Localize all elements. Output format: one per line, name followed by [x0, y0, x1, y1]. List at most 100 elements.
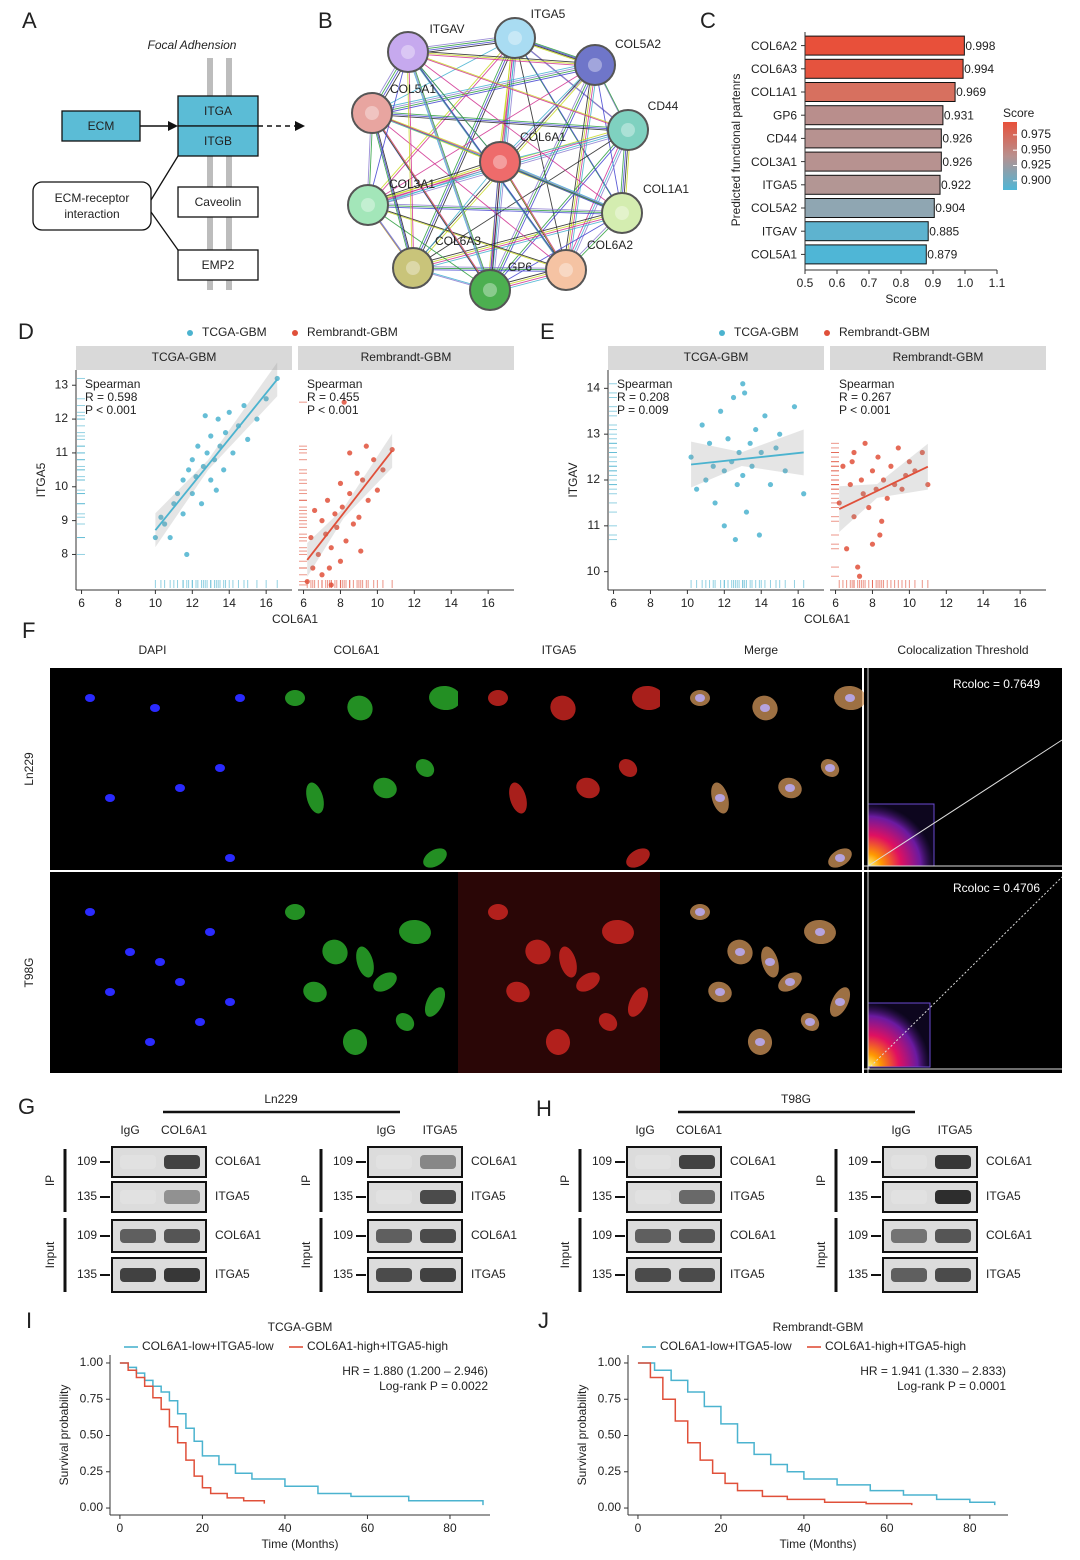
edge — [567, 67, 598, 273]
band — [635, 1155, 671, 1169]
point — [365, 497, 371, 503]
point — [899, 486, 905, 492]
y-axis-label: ITGA5 — [34, 462, 48, 497]
bar-label: 0.926 — [942, 132, 972, 146]
category-label: COL6A3 — [751, 62, 797, 76]
node-label: COL1A1 — [643, 182, 689, 196]
edge — [413, 213, 623, 270]
edge — [499, 161, 567, 271]
cell-line-title: T98G — [781, 1092, 811, 1106]
y-tick-label: 1.00 — [80, 1355, 104, 1369]
point — [753, 426, 759, 433]
edge — [410, 210, 620, 267]
edge — [405, 50, 489, 289]
channel-label: DAPI — [138, 643, 166, 657]
node-glyph — [508, 31, 522, 45]
edge — [367, 204, 623, 214]
y-tick-label: 11 — [56, 445, 69, 459]
point — [884, 495, 890, 501]
y-tick-label: 9 — [61, 513, 68, 527]
protein-label: ITGA5 — [730, 1189, 765, 1203]
x-axis-label: COL6A1 — [272, 612, 318, 626]
point — [762, 413, 768, 419]
edge — [563, 128, 627, 269]
cell — [399, 919, 431, 945]
x-tick-label: 6 — [832, 596, 839, 610]
node — [545, 249, 587, 291]
x-tick-label: 10 — [903, 596, 917, 610]
node — [351, 92, 393, 134]
cell — [488, 904, 508, 920]
edge — [371, 37, 516, 114]
category-label: CD44 — [766, 132, 797, 146]
bar-label: 0.885 — [929, 224, 959, 238]
point — [703, 477, 709, 483]
y-tick-label: 8 — [61, 547, 68, 561]
x-tick-label: 0.8 — [893, 276, 910, 290]
fit-line — [154, 378, 278, 531]
marker-label: 135 — [592, 1267, 612, 1281]
x-tick-label: 10 — [149, 596, 163, 610]
section-label: IP — [558, 1175, 572, 1186]
bar — [804, 82, 956, 102]
x-tick-label: 40 — [797, 1521, 811, 1535]
node-glyph — [483, 283, 497, 297]
point — [374, 487, 380, 493]
protein-label: COL6A1 — [730, 1228, 776, 1242]
nucleus — [105, 988, 115, 996]
bar-label: 0.904 — [935, 201, 965, 215]
protein-label: COL6A1 — [215, 1228, 261, 1242]
cell — [429, 685, 461, 711]
band — [420, 1268, 456, 1282]
lane-label: IgG — [891, 1123, 910, 1137]
band — [891, 1190, 927, 1204]
point — [877, 532, 883, 538]
point — [180, 511, 186, 517]
band — [935, 1155, 971, 1169]
stat-annotation: Spearman — [839, 377, 894, 391]
nucleus — [235, 694, 245, 702]
x-axis-label: Score — [885, 292, 917, 306]
band — [679, 1268, 715, 1282]
edge — [373, 114, 630, 133]
bar-label: 0.922 — [941, 178, 971, 192]
cell — [285, 690, 305, 706]
point — [158, 514, 164, 520]
band — [891, 1268, 927, 1282]
protein-label: ITGA5 — [986, 1189, 1021, 1203]
x-tick-label: 10 — [681, 596, 695, 610]
connector — [150, 211, 179, 251]
point — [725, 436, 731, 442]
y-tick-label: 0.75 — [80, 1391, 104, 1405]
point — [354, 470, 360, 476]
band — [164, 1155, 200, 1169]
protein-label: ITGA5 — [986, 1267, 1021, 1281]
band — [635, 1268, 671, 1282]
legend-title: Score — [1003, 106, 1035, 120]
nucleus — [695, 694, 705, 702]
point — [263, 396, 269, 402]
x-tick-label: 8 — [337, 596, 344, 610]
nucleus — [835, 998, 845, 1006]
protein-label: COL6A1 — [215, 1154, 261, 1168]
band — [120, 1190, 156, 1204]
node-label: ITGAV — [429, 22, 464, 36]
point — [718, 408, 724, 414]
node-glyph — [493, 155, 507, 169]
band — [891, 1155, 927, 1169]
band — [164, 1268, 200, 1282]
band — [120, 1268, 156, 1282]
x-tick-label: 16 — [791, 596, 805, 610]
edge — [407, 51, 491, 291]
point — [743, 509, 750, 515]
y-tick-label: 11 — [588, 518, 601, 532]
x-axis-label: COL6A1 — [804, 612, 850, 626]
node-label: COL6A1 — [520, 130, 566, 144]
nucleus — [195, 1018, 205, 1026]
nucleus — [715, 794, 725, 802]
nucleus — [805, 1018, 815, 1026]
x-tick-label: 20 — [714, 1521, 728, 1535]
section-label: IP — [43, 1175, 57, 1186]
point — [358, 548, 364, 554]
